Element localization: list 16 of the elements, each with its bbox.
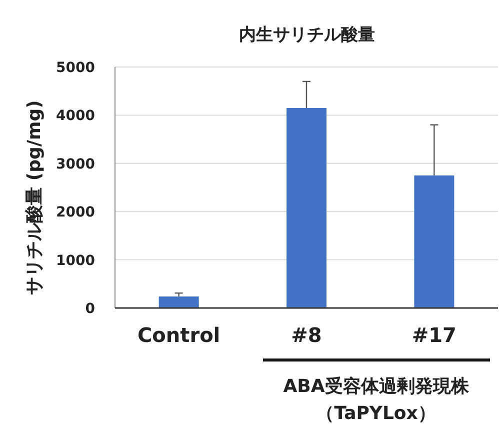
chart-title: 内生サリチル酸量 — [239, 25, 375, 45]
x-tick-label: #17 — [412, 323, 456, 347]
y-tick-label: 5000 — [56, 60, 96, 76]
bar — [158, 296, 199, 308]
bar — [286, 108, 326, 308]
y-axis-title: サリチル酸量 (pg/mg) — [24, 100, 45, 295]
bar — [414, 175, 454, 308]
text: （TaPYLox） — [316, 403, 436, 424]
y-tick-label: 3000 — [56, 156, 96, 172]
y-tick-label: 1000 — [56, 252, 96, 269]
y-tick-label: 2000 — [56, 204, 96, 221]
text: ABA受容体過剰発現株 — [283, 376, 470, 397]
y-tick-label: 4000 — [56, 108, 96, 124]
x-tick-label: Control — [137, 323, 220, 347]
y-tick-label: 0 — [85, 301, 96, 317]
x-tick-label: #8 — [291, 323, 322, 347]
